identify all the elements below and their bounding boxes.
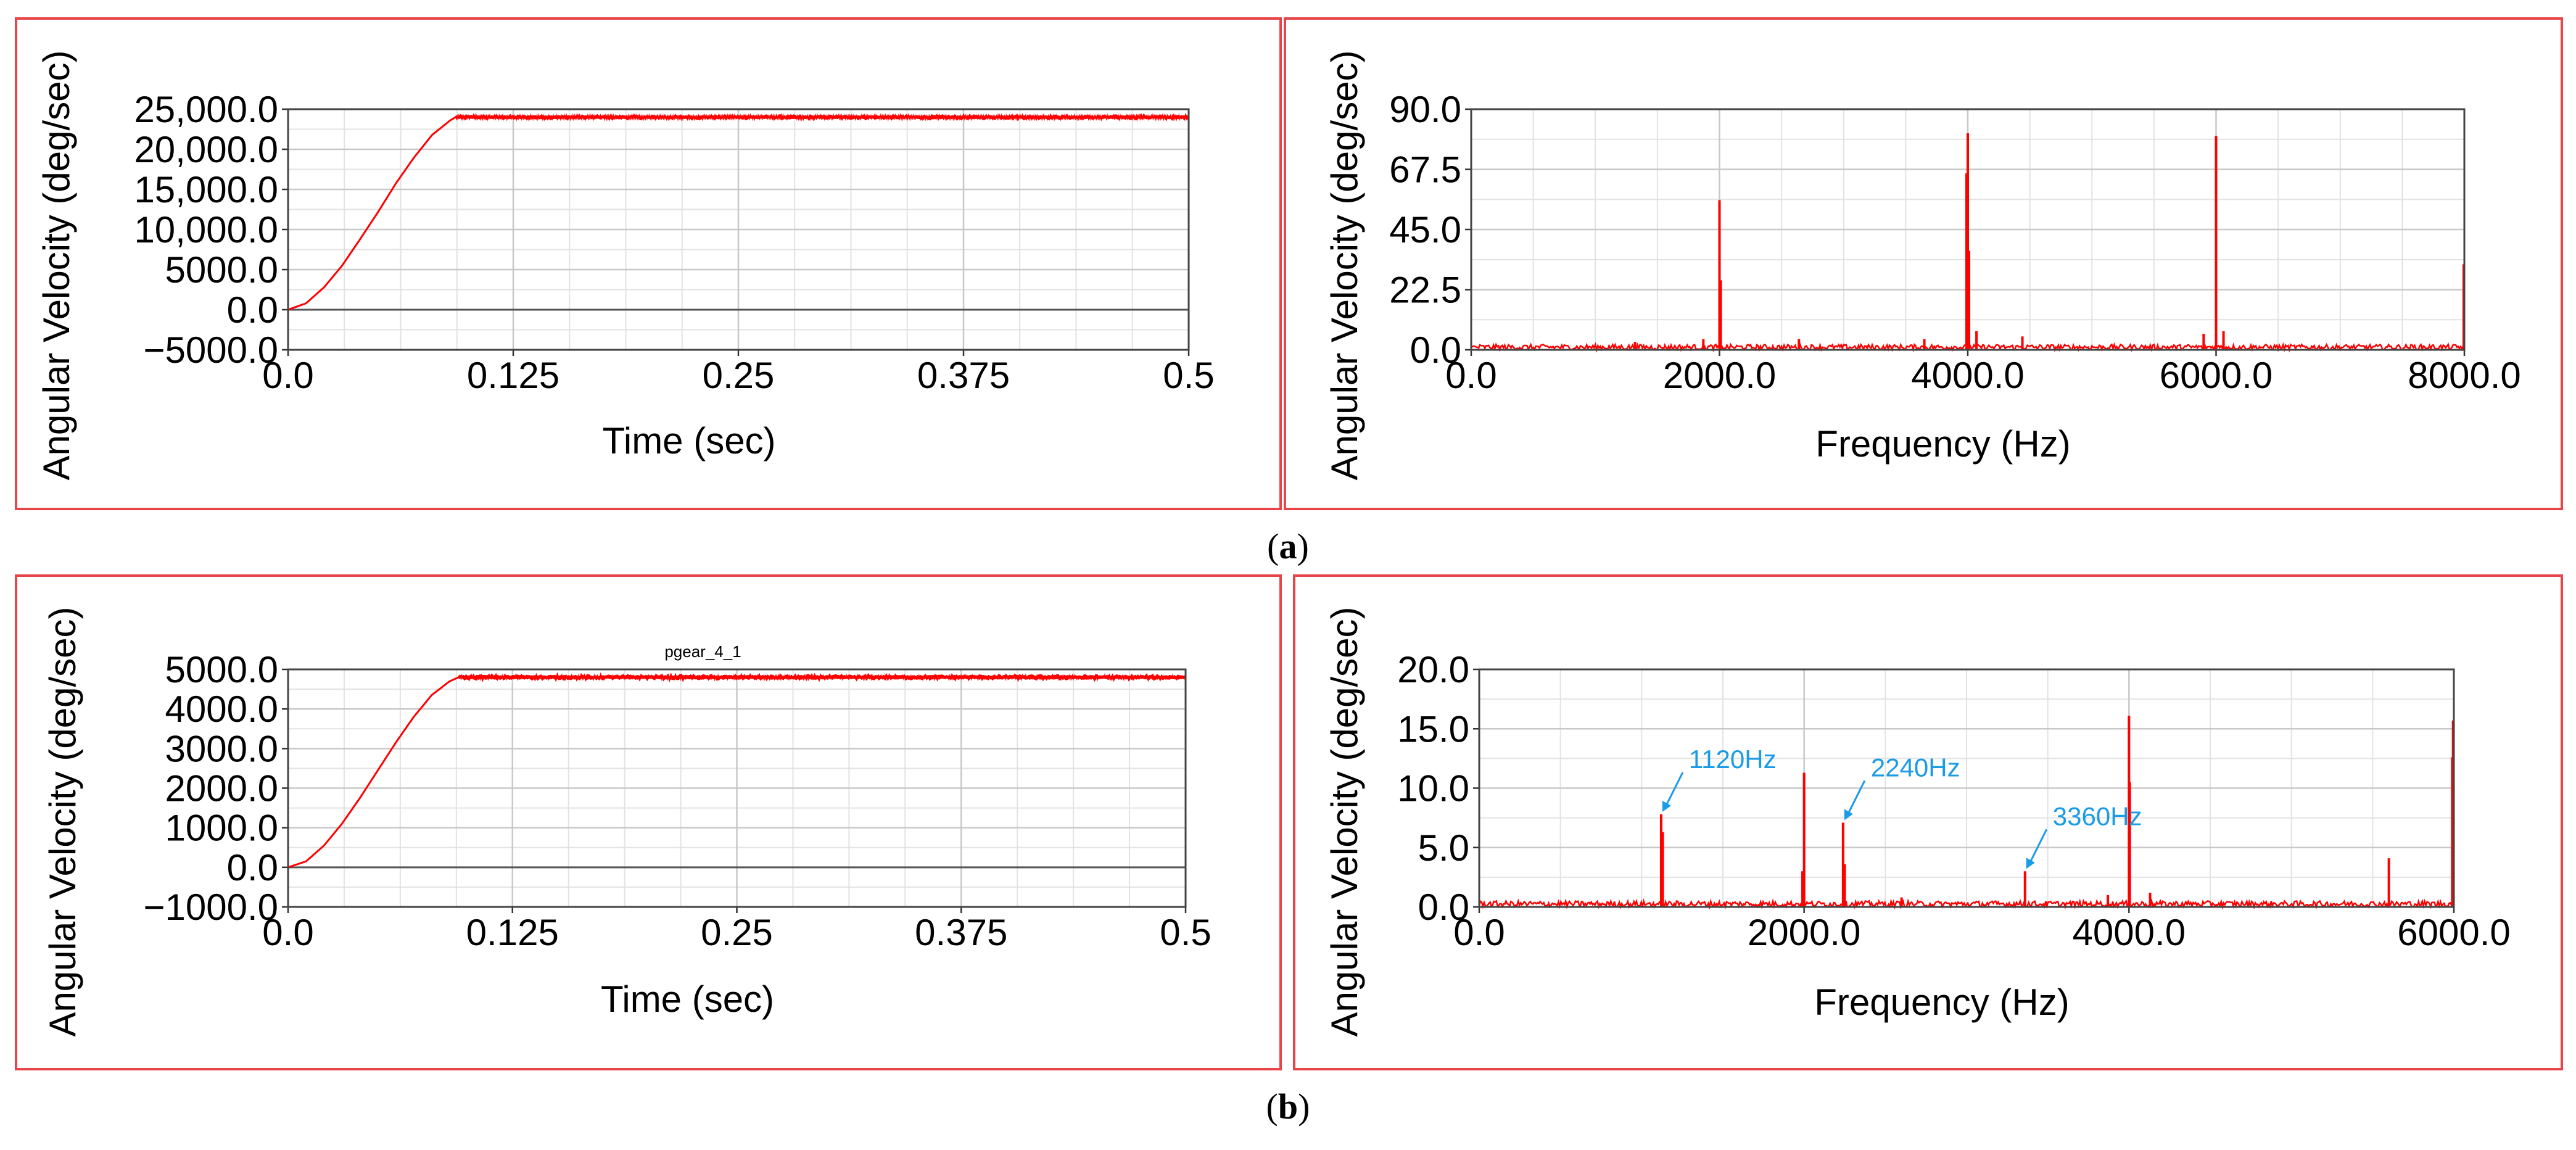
y-tick-label: 5000.0 <box>165 249 278 291</box>
x-tick-label: 0.0 <box>262 355 313 396</box>
y-tick-label: 5.0 <box>1418 827 1469 869</box>
x-axis-label: Frequency (Hz) <box>1814 982 2069 1023</box>
chart-b-time: 0.0 0.125 0.25 0.375 0.5−1000.00.01000.02000… <box>42 606 1212 1036</box>
y-tick-label: 5000.0 <box>165 649 278 690</box>
y-tick-label: 25,000.0 <box>134 89 278 130</box>
x-tick-label: 0.125 <box>467 355 559 396</box>
x-tick-label: 0.375 <box>917 355 1010 396</box>
y-tick-label: 22.5 <box>1389 270 1461 311</box>
x-axis-label: Frequency (Hz) <box>1815 423 2070 465</box>
x-tick-label: 0.25 <box>701 912 773 953</box>
chart-a-freq: 0.0 2000.0 4000.0 6000.0 8000.0 0.0 22.5 45.0 67… <box>1324 50 2521 480</box>
steady-ripple <box>458 672 1186 682</box>
y-tick-label: 0.0 <box>227 847 278 888</box>
x-tick-label: 0.375 <box>915 912 1007 953</box>
y-tick-label: 0.0 <box>1418 887 1469 928</box>
plot-border <box>287 668 1187 908</box>
y-tick-label: 90.0 <box>1389 89 1461 130</box>
y-tick-label: 10.0 <box>1397 768 1469 809</box>
annotation-arrow <box>2028 829 2048 866</box>
chart-b-freq: 1120Hz 2240Hz 3360Hz 0.0 2000.0 4000.0 6000.0 0… <box>1324 606 2511 1036</box>
y-tick-label: 1000.0 <box>165 808 278 849</box>
annotation-label: 3360Hz <box>2053 801 2142 830</box>
annotation-arrowhead <box>2026 858 2035 869</box>
x-tick-label: 0.0 <box>1445 355 1496 396</box>
y-tick-label: 4000.0 <box>165 689 278 730</box>
x-tick-label: 0.0 <box>1453 912 1505 953</box>
annotation-label: 2240Hz <box>1871 753 1960 782</box>
y-axis-label: Angular Velocity (deg/sec) <box>42 606 83 1036</box>
plot-border <box>1470 108 2466 351</box>
chart-title: pgear_4_1 <box>664 642 741 661</box>
annotation-arrowhead <box>1662 800 1671 812</box>
annotation-arrow <box>1846 780 1866 817</box>
caption-b: (b) <box>1266 1086 1310 1127</box>
x-axis-label: Time (sec) <box>601 978 774 1020</box>
x-tick-label: 6000.0 <box>2160 355 2273 396</box>
x-tick-label: 4000.0 <box>2073 912 2186 953</box>
panel-frame-b-freq <box>1293 574 2563 1070</box>
x-tick-label: 0.25 <box>703 355 775 396</box>
annotation-arrow <box>1664 772 1684 809</box>
y-axis-label: Angular Velocity (deg/sec) <box>1324 606 1365 1036</box>
y-tick-label: 20,000.0 <box>134 129 278 170</box>
x-tick-label: 6000.0 <box>2397 912 2511 953</box>
x-tick-label: 0.125 <box>466 912 559 953</box>
plot-border <box>287 108 1190 351</box>
y-tick-label: 45.0 <box>1389 209 1461 250</box>
y-tick-label: 10,000.0 <box>134 209 278 250</box>
x-tick-label: 0.5 <box>1163 355 1214 396</box>
panel-frame-a-freq <box>1284 17 2563 510</box>
panel-frame-a-time <box>15 17 1282 510</box>
y-tick-label: −5000.0 <box>143 329 278 371</box>
y-tick-label: 0.0 <box>1410 329 1461 371</box>
x-tick-label: 2000.0 <box>1663 355 1777 396</box>
x-tick-label: 2000.0 <box>1748 912 1861 953</box>
y-tick-label: 67.5 <box>1389 149 1461 191</box>
y-tick-label: 20.0 <box>1397 649 1469 690</box>
y-tick-label: 2000.0 <box>165 768 278 809</box>
x-tick-label: 4000.0 <box>1911 355 2025 396</box>
chart-a-time: 0.0 0.125 0.25 0.375 0.5−5000.00.05000.010,0… <box>36 50 1215 480</box>
x-tick-label: 8000.0 <box>2408 355 2521 396</box>
y-axis-label: Angular Velocity (deg/sec) <box>36 50 77 480</box>
y-tick-label: 15,000.0 <box>134 169 278 210</box>
y-axis-label: Angular Velocity (deg/sec) <box>1324 50 1365 480</box>
plot-border <box>1478 668 2455 908</box>
y-tick-label: 3000.0 <box>165 728 278 769</box>
x-tick-label: 0.0 <box>262 912 313 953</box>
noise-floor <box>1478 898 2455 910</box>
caption-a: (a) <box>1267 526 1309 566</box>
x-axis-label: Time (sec) <box>602 420 775 461</box>
y-tick-label: 15.0 <box>1397 708 1469 750</box>
y-tick-label: −1000.0 <box>143 887 278 928</box>
steady-ripple <box>455 112 1189 122</box>
x-tick-label: 0.5 <box>1160 912 1211 953</box>
panel-frame-b-time <box>15 574 1282 1070</box>
annotation-label: 1120Hz <box>1689 745 1777 774</box>
y-tick-label: 0.0 <box>227 289 278 331</box>
annotation-arrowhead <box>1844 809 1853 821</box>
